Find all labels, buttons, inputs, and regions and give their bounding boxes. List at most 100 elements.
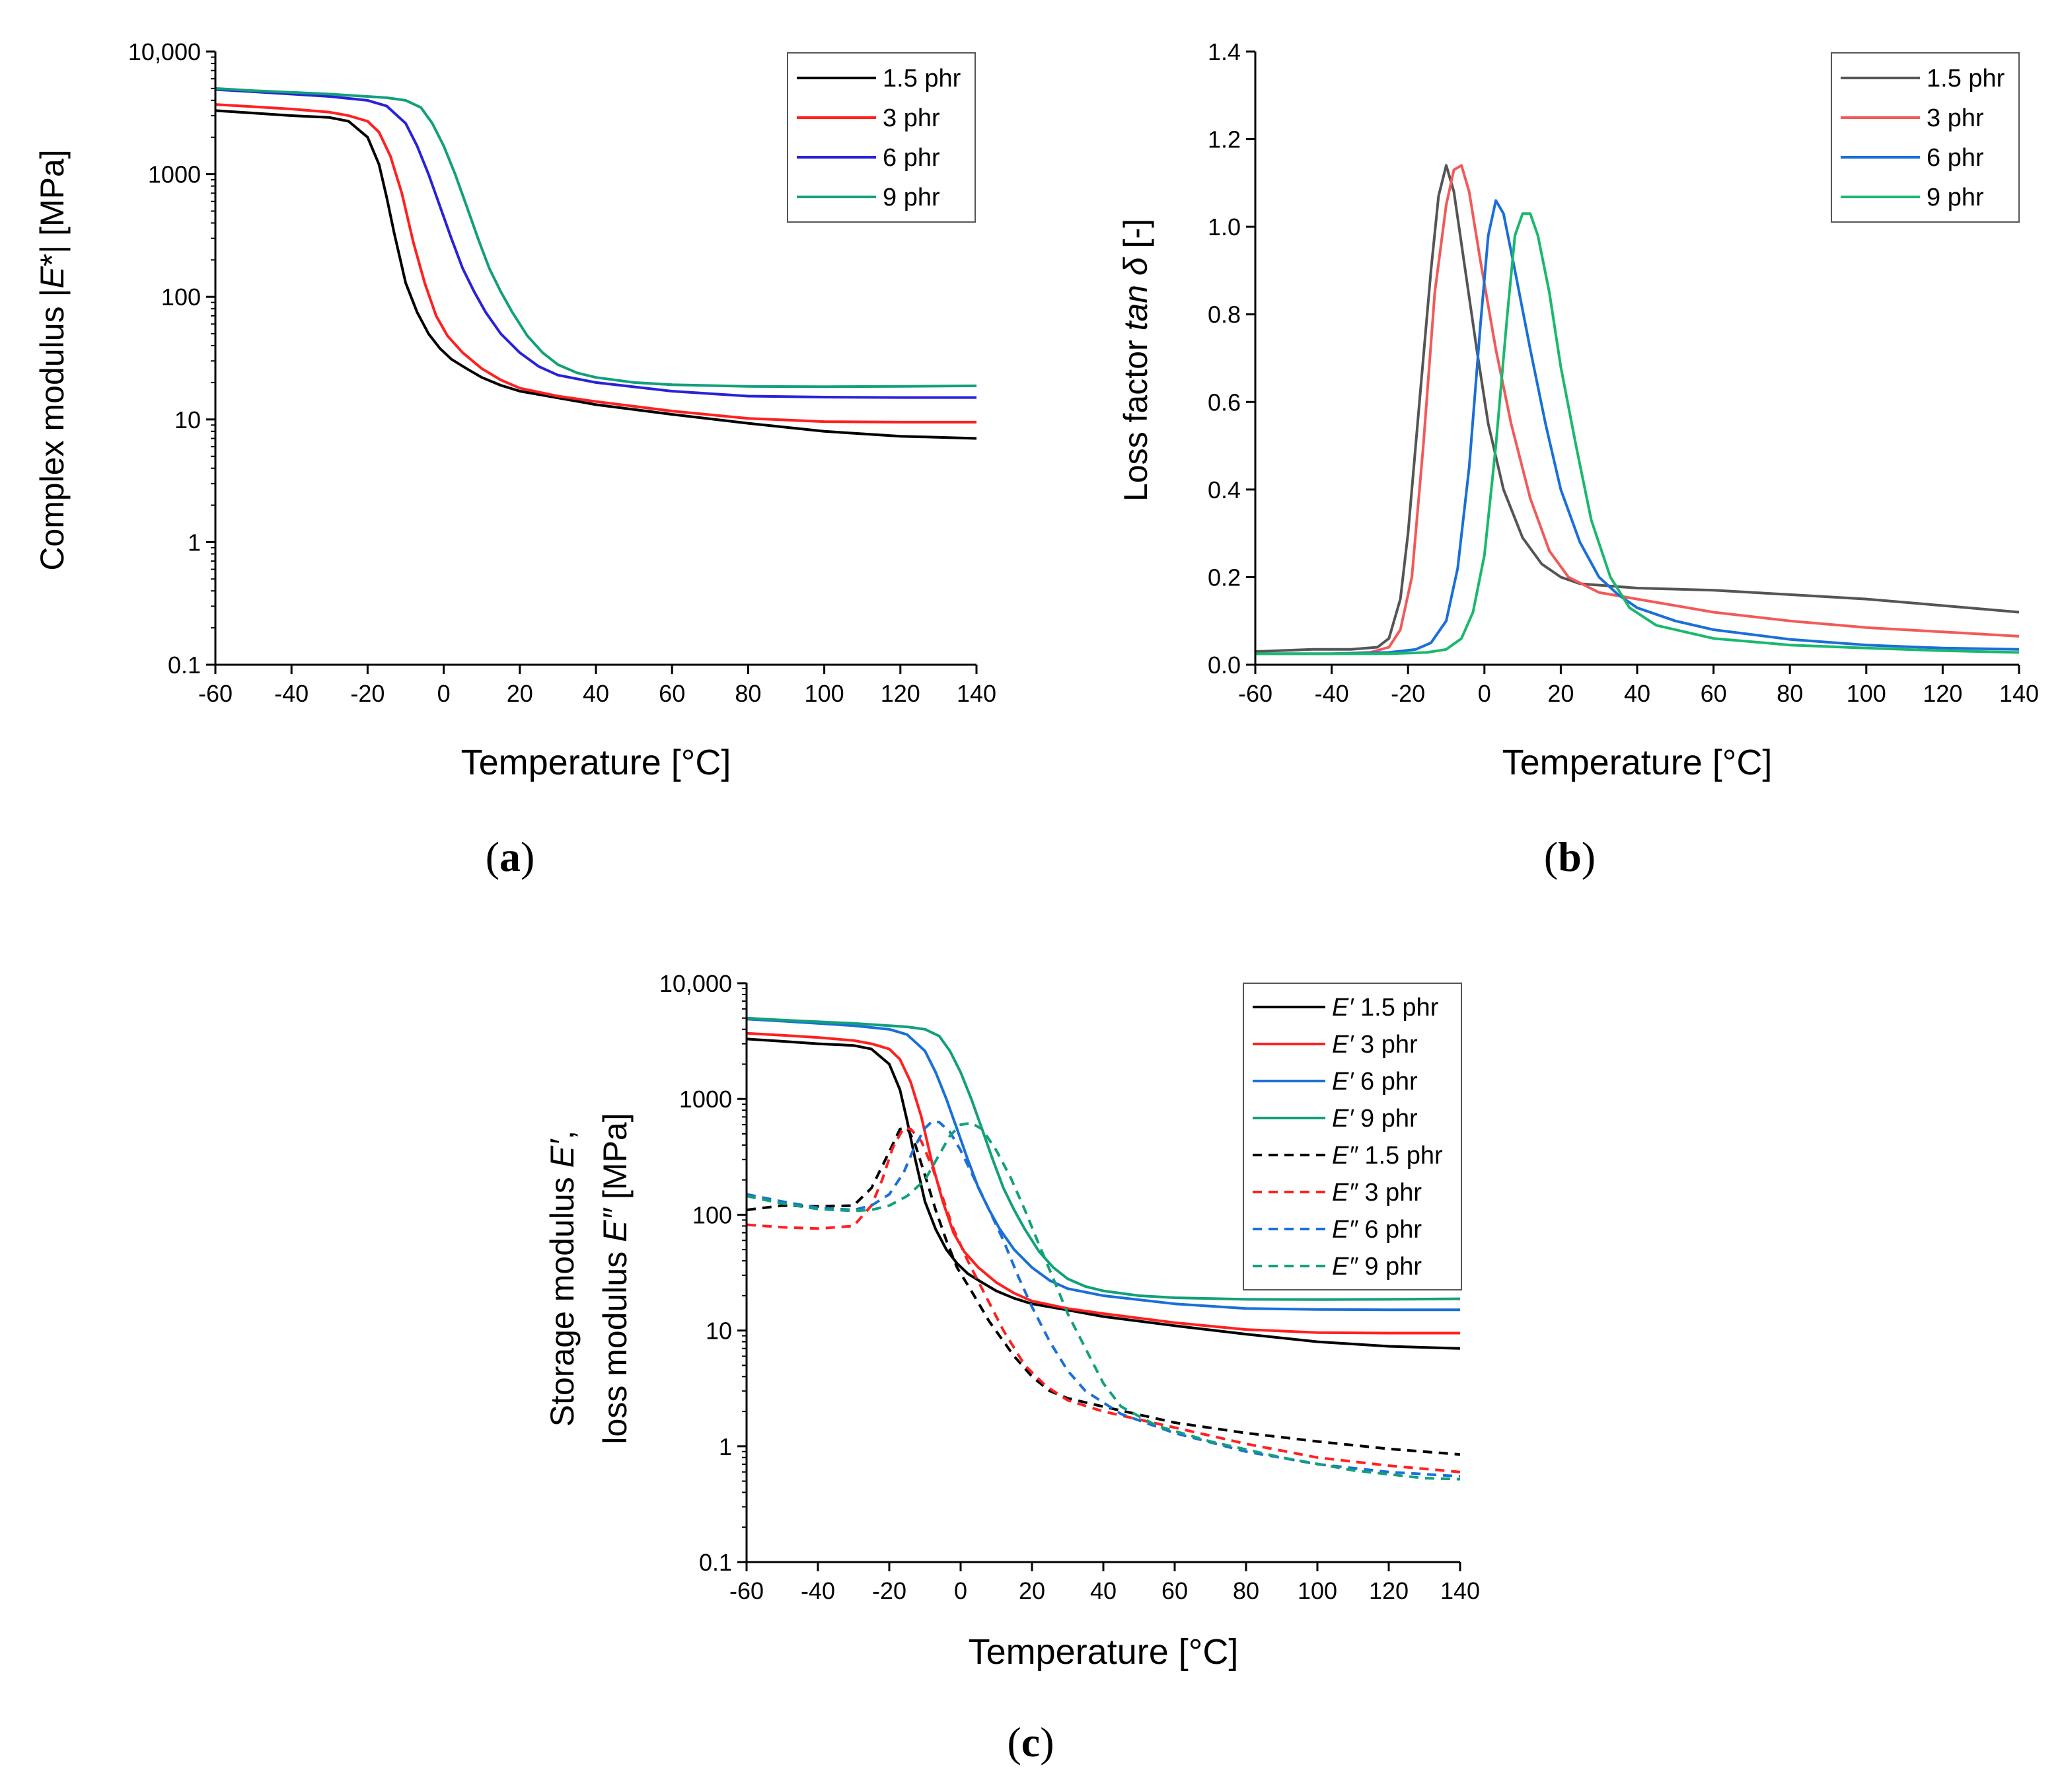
- panel-b-legend-label-1: 3 phr: [1927, 104, 1984, 132]
- panel-b-x-tick-label: -40: [1315, 680, 1349, 707]
- panel-b-y-label: Loss factor tan δ [-]: [1117, 219, 1154, 502]
- panel-a-plot: -60 -40 -20 0 20 40 60 80 100 120 140 0.1 1 10 100 1000…: [128, 38, 996, 707]
- panel-b-x-tick-label: 100: [1847, 680, 1886, 707]
- panel-b-caption: (b): [1544, 833, 1596, 880]
- panel-a-x-tick-label: 100: [805, 680, 844, 707]
- panel-c-legend-label-3: E′ 9 phr: [1332, 1105, 1418, 1133]
- panel-b-y-tick-label: 0.8: [1208, 301, 1241, 328]
- panel-b-legend-label-0: 1.5 phr: [1927, 65, 2005, 93]
- panel-b-x-label: Temperature [°C]: [1502, 743, 1773, 782]
- panel-c-x-tick-label: 100: [1298, 1577, 1337, 1604]
- panel-c-x-tick-label: 140: [1440, 1577, 1480, 1604]
- panel-b-y-tick-label: 1.4: [1208, 38, 1241, 65]
- panel-b-y-tick-label: 0.2: [1208, 564, 1241, 591]
- panel-a-y-tick-label: 0.1: [168, 652, 201, 679]
- panel-b-series-line-1: [1255, 164, 2019, 655]
- panel-a-x-tick-label: 60: [659, 680, 685, 707]
- panel-a-y-tick-label: 100: [161, 283, 201, 311]
- panel-b-series-line-2: [1255, 199, 2019, 655]
- panel-a-caption: (a): [486, 833, 535, 880]
- panel-b-x-tick-label: 20: [1547, 680, 1574, 707]
- panel-c-series-line-4: [747, 1127, 1460, 1456]
- panel-b-x-tick-label: 40: [1624, 680, 1650, 707]
- panel-a-legend-label-3: 9 phr: [883, 184, 940, 211]
- panel-a-y-tick-label: 10: [174, 406, 201, 433]
- panel-a-legend-label-2: 6 phr: [883, 144, 940, 172]
- panel-b-y-tick-label: 0.6: [1208, 389, 1241, 416]
- panel-c-caption: (c): [1007, 1719, 1054, 1766]
- panel-b-series-group: [1255, 164, 2019, 655]
- panel-b-x-tick-label: 80: [1777, 680, 1803, 707]
- panel-c-x-tick-label: 40: [1090, 1577, 1117, 1604]
- panel-c-x-tick-label: 120: [1369, 1577, 1409, 1604]
- panel-b-legend-label-3: 9 phr: [1927, 184, 1984, 211]
- panel-c-y-tick-label: 1: [719, 1433, 732, 1460]
- panel-a-x-tick-label: 20: [507, 680, 533, 707]
- panel-a-y-label: Complex modulus |E*| [MPa]: [34, 149, 71, 570]
- panel-a-series-line-3: [215, 87, 976, 389]
- panel-c-legend-label-1: E′ 3 phr: [1332, 1031, 1418, 1059]
- panel-c-y-tick-label: 10,000: [659, 970, 732, 997]
- panel-c-legend-box: [1243, 983, 1462, 1290]
- panel-c-series-line-5: [747, 1127, 1460, 1474]
- panel-a-series-line-1: [215, 103, 976, 424]
- panel-a-x-tick-label: 120: [881, 680, 920, 707]
- panel-c-x-tick-label: 20: [1019, 1577, 1045, 1604]
- panel-b-series-line-0: [1255, 164, 2019, 653]
- panel-c-legend-label-2: E′ 6 phr: [1332, 1068, 1418, 1096]
- panel-c-series-line-3: [747, 1016, 1460, 1301]
- panel-a-x-label: Temperature [°C]: [461, 743, 731, 782]
- panel-a-legend-box: [787, 52, 976, 223]
- panel-c-y-tick-label: 10: [706, 1318, 732, 1345]
- panel-c-y-label-line1: Storage modulus E′,: [544, 1131, 581, 1427]
- panel-c-series-group: [747, 1016, 1460, 1481]
- panel-a-x-tick-label: -60: [198, 680, 233, 707]
- panel-a-x-tick-label: 140: [957, 680, 996, 707]
- panel-b-y-tick-label: 1.2: [1208, 126, 1241, 153]
- panel-c-series-line-7: [747, 1121, 1460, 1481]
- panel-c-storage-loss-modulus: -60 -40 -20 0 20 40 60 80 100 120 140 0.1 1 10 100 1000…: [544, 970, 1480, 1766]
- panel-a-y-tick-label: 1: [188, 529, 201, 556]
- panel-b-legend: 1.5 phr 3 phr 6 phr 9 phr: [1831, 52, 2020, 223]
- panel-a-series-line-2: [215, 88, 976, 399]
- panel-b-loss-factor: -60 -40 -20 0 20 40 60 80 100 120 140 0.0 0.2 0.4 0.6 0…: [1117, 38, 2039, 880]
- panel-b-series-line-3: [1255, 212, 2019, 655]
- panel-c-x-tick-label: -20: [872, 1577, 906, 1604]
- panel-c-y-label-line2: loss modulus E″ [MPa]: [597, 1113, 634, 1444]
- panel-a-y-tick-label: 1000: [148, 161, 201, 188]
- panel-c-x-tick-label: 80: [1233, 1577, 1259, 1604]
- panel-c-x-tick-label: -40: [801, 1577, 835, 1604]
- panel-b-y-tick-label: 0.0: [1208, 652, 1241, 679]
- panel-a-x-tick-label: -20: [350, 680, 385, 707]
- panel-c-x-label: Temperature [°C]: [969, 1632, 1239, 1672]
- panel-c-legend-label-6: E″ 6 phr: [1332, 1216, 1422, 1244]
- panel-c-x-tick-label: 60: [1161, 1577, 1188, 1604]
- panel-b-y-tick-label: 1.0: [1208, 213, 1241, 241]
- panel-c-x-tick-label: 0: [954, 1577, 967, 1604]
- panel-a-series-line-0: [215, 109, 976, 440]
- panel-a-series-group: [215, 87, 976, 440]
- panel-b-legend-label-2: 6 phr: [1927, 144, 1984, 172]
- panel-b-x-tick-label: -60: [1238, 680, 1272, 707]
- panel-c-legend: E′ 1.5 phr E′ 3 phr E′ 6 phr E′ 9 phr E″ 1.5…: [1243, 983, 1462, 1290]
- panel-b-x-tick-label: 140: [1999, 680, 2039, 707]
- panel-a-y-tick-label: 10,000: [128, 38, 201, 65]
- panel-c-legend-label-5: E″ 3 phr: [1332, 1179, 1422, 1207]
- panel-a-x-tick-label: 0: [437, 680, 451, 707]
- panel-b-x-tick-label: 0: [1478, 680, 1491, 707]
- panel-c-y-tick-label: 0.1: [699, 1549, 732, 1576]
- panel-b-y-tick-label: 0.4: [1208, 476, 1241, 504]
- panel-c-legend-label-0: E′ 1.5 phr: [1332, 994, 1439, 1022]
- panel-b-legend-box: [1831, 52, 2020, 223]
- panel-b-x-tick-label: 120: [1923, 680, 1962, 707]
- panel-a-x-tick-label: 40: [583, 680, 609, 707]
- panel-c-plot: -60 -40 -20 0 20 40 60 80 100 120 140 0.1 1 10 100 1000…: [659, 970, 1480, 1604]
- panel-c-legend-label-4: E″ 1.5 phr: [1332, 1142, 1443, 1170]
- panel-a-legend-label-1: 3 phr: [883, 104, 940, 132]
- panel-a-x-tick-label: 80: [735, 680, 761, 707]
- panel-a-legend-label-0: 1.5 phr: [883, 65, 961, 93]
- panel-b-x-tick-label: 60: [1701, 680, 1727, 707]
- panel-c-series-line-6: [747, 1120, 1460, 1478]
- panel-c-x-tick-label: -60: [729, 1577, 764, 1604]
